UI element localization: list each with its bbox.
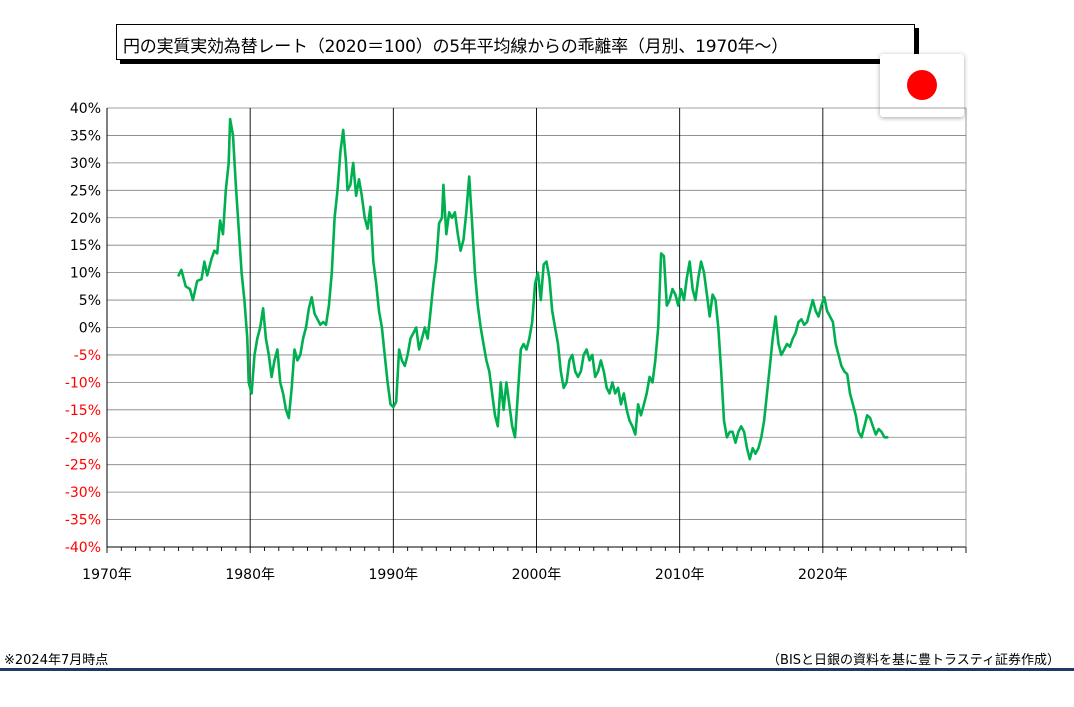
x-tick-label: 2010年	[655, 567, 705, 583]
y-tick-label: -20%	[65, 430, 101, 446]
japan-flag	[880, 54, 964, 117]
y-tick-label: 20%	[70, 211, 101, 227]
y-tick-label: -10%	[65, 375, 101, 391]
y-tick-label: -5%	[74, 348, 101, 364]
bottom-rule	[0, 668, 1074, 671]
y-tick-label: 25%	[70, 183, 101, 199]
footnote-source: （BISと日銀の資料を基に豊トラスティ証券作成）	[767, 653, 1060, 668]
tick-label-layer: 40% 35% 30% 25% 20% 15% 10% 5% 0% -5% -10% -15% -20%…	[65, 101, 848, 583]
chart-title: 円の実質実効為替レート（2020＝100）の5年平均線からの乖離率（月別、197…	[123, 37, 788, 57]
x-tick-label: 1970年	[82, 567, 132, 583]
y-tick-label: 30%	[70, 156, 101, 172]
axis-layer	[106, 108, 967, 553]
x-tick-label: 1980年	[225, 567, 275, 583]
y-tick-label: -15%	[65, 403, 101, 419]
x-tick-label: 1990年	[369, 567, 419, 583]
y-tick-label: -30%	[65, 485, 101, 501]
y-tick-label: -25%	[65, 458, 101, 474]
series-layer	[177, 117, 889, 461]
y-tick-label: 35%	[70, 128, 101, 144]
y-tick-label: 0%	[79, 321, 101, 337]
x-tick-label: 2000年	[512, 567, 562, 583]
y-tick-label: 5%	[79, 293, 101, 309]
y-tick-label: 40%	[70, 101, 101, 117]
flag-sun-icon	[907, 70, 937, 100]
footnote-date: ※2024年7月時点	[4, 653, 109, 668]
y-tick-label: -40%	[65, 540, 101, 556]
chart-title-box: 円の実質実効為替レート（2020＝100）の5年平均線からの乖離率（月別、197…	[116, 24, 915, 60]
series-line	[177, 117, 889, 461]
y-tick-label: 15%	[70, 238, 101, 254]
y-tick-label: 10%	[70, 266, 101, 282]
y-tick-label: -35%	[65, 513, 101, 529]
x-tick-label: 2020年	[798, 567, 848, 583]
